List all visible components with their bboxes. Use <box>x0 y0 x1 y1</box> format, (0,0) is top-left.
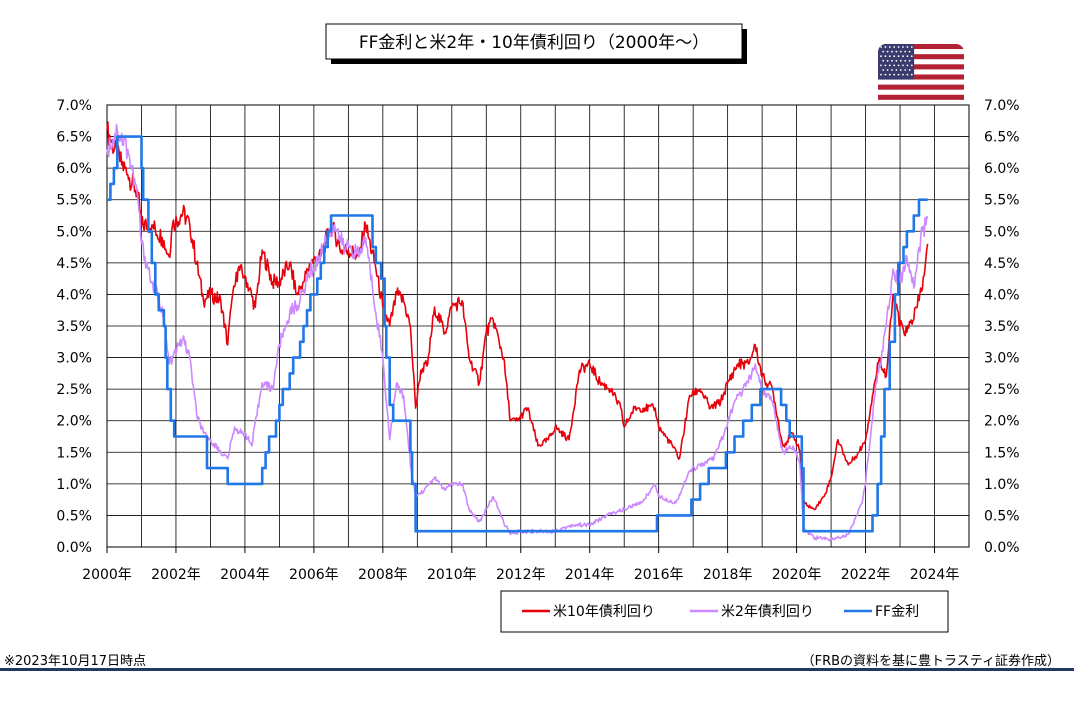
x-axis: 2000年 2002年 2004年 2006年 2008年 2010年 2012年 2014年… <box>82 547 959 583</box>
legend-label: FF金利 <box>875 604 919 620</box>
y-tick-label-left: 3.5% <box>56 319 92 335</box>
legend: 米10年債利回り 米2年債利回り FF金利 <box>500 590 949 633</box>
y-tick-label-left: 0.0% <box>56 540 92 556</box>
plot-area <box>106 104 970 548</box>
y-tick-label-right: 5.5% <box>984 193 1020 209</box>
chart-title: FF金利と米2年・10年債利回り（2000年～） <box>359 33 709 53</box>
y-tick-label-right: 6.5% <box>984 130 1020 146</box>
y-tick-label-right: 1.5% <box>984 445 1020 461</box>
y-tick-label-left: 1.0% <box>56 477 92 493</box>
y-tick-label-left: 6.5% <box>56 130 92 146</box>
x-tick-label: 2016年 <box>634 567 684 583</box>
y-tick-label-left: 1.5% <box>56 445 92 461</box>
y-tick-label-right: 2.0% <box>984 414 1020 430</box>
y-axis-right: 0.0% 0.5% 1.0% 1.5% 2.0% 2.5% 3.0% 3.5% 4.0% 4.5%… <box>984 98 1020 556</box>
y-tick-label-right: 5.0% <box>984 224 1020 240</box>
footer-rule <box>0 668 1074 671</box>
series-line-2 <box>106 123 929 542</box>
y-axis-left: 0.0% 0.5% 1.0% 1.5% 2.0% 2.5% 3.0% 3.5% 4.0% 4.5%… <box>56 98 92 556</box>
x-tick-label: 2006年 <box>289 567 339 583</box>
chart-title-box: FF金利と米2年・10年債利回り（2000年～） <box>325 23 747 64</box>
y-tick-label-left: 6.0% <box>56 161 92 177</box>
y-tick-label-left: 5.0% <box>56 224 92 240</box>
date-note: ※2023年10月17日時点 <box>4 654 147 669</box>
legend-label: 米10年債利回り <box>553 604 655 620</box>
x-tick-label: 2008年 <box>358 567 408 583</box>
y-tick-label-right: 1.0% <box>984 477 1020 493</box>
y-tick-label-right: 4.0% <box>984 287 1020 303</box>
x-tick-label: 2014年 <box>565 567 615 583</box>
y-tick-label-left: 3.0% <box>56 351 92 367</box>
y-tick-label-right: 3.0% <box>984 351 1020 367</box>
x-tick-label: 2020年 <box>772 567 822 583</box>
x-tick-label: 2000年 <box>82 567 132 583</box>
source-note: （FRBの資料を基に豊トラスティ証券作成） <box>801 654 1060 669</box>
gridlines <box>107 105 969 547</box>
y-tick-label-left: 7.0% <box>56 98 92 114</box>
x-tick-label: 2002年 <box>151 567 201 583</box>
series-line-3 <box>107 135 928 533</box>
y-tick-label-left: 4.5% <box>56 256 92 272</box>
y-tick-label-right: 7.0% <box>984 98 1020 114</box>
legend-label: 米2年債利回り <box>721 604 814 620</box>
y-tick-label-right: 3.5% <box>984 319 1020 335</box>
y-tick-label-left: 5.5% <box>56 193 92 209</box>
x-tick-label: 2018年 <box>703 567 753 583</box>
y-tick-label-right: 0.0% <box>984 540 1020 556</box>
series-layer <box>106 121 929 542</box>
y-tick-label-right: 6.0% <box>984 161 1020 177</box>
y-tick-label-right: 2.5% <box>984 382 1020 398</box>
y-tick-label-left: 2.0% <box>56 414 92 430</box>
y-tick-label-right: 0.5% <box>984 508 1020 524</box>
us-flag-icon <box>878 44 964 110</box>
x-tick-label: 2004年 <box>220 567 270 583</box>
x-tick-label: 2022年 <box>841 567 891 583</box>
x-tick-label: 2012年 <box>496 567 546 583</box>
y-tick-label-left: 2.5% <box>56 382 92 398</box>
y-tick-label-left: 0.5% <box>56 508 92 524</box>
x-tick-label: 2010年 <box>427 567 477 583</box>
x-tick-label: 2024年 <box>910 567 960 583</box>
y-tick-label-left: 4.0% <box>56 287 92 303</box>
y-tick-label-right: 4.5% <box>984 256 1020 272</box>
